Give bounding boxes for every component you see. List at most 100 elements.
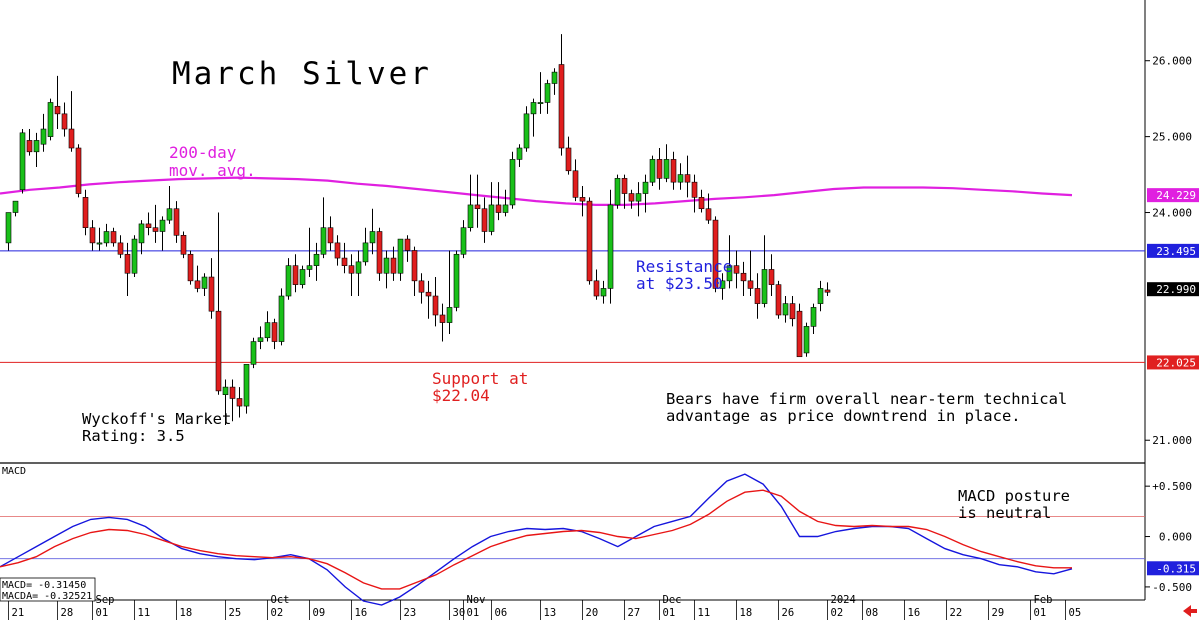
price-y-tick-label: 25.000 — [1152, 131, 1192, 144]
macda-line — [0, 489, 1072, 590]
candle — [530, 98, 537, 137]
candle — [586, 197, 593, 285]
candle-body — [670, 159, 677, 183]
macd-value-tag: -0.315 — [1147, 561, 1199, 576]
candle-body — [257, 337, 264, 342]
macd-comment: MACD posture is neutral — [958, 487, 1070, 522]
candle-body — [47, 102, 54, 137]
candle-body — [236, 398, 243, 407]
candle — [229, 379, 236, 422]
candle-body — [313, 253, 320, 266]
candle-body — [509, 159, 516, 206]
candle-body — [621, 178, 628, 194]
candle-body — [264, 322, 271, 339]
candle — [824, 282, 831, 297]
candle — [341, 242, 348, 274]
x-tick-label: 18 — [740, 607, 753, 619]
candle-body — [418, 280, 425, 293]
candle-body — [817, 288, 824, 304]
price-tag-label: 22.025 — [1156, 356, 1196, 369]
candle — [166, 185, 173, 224]
candle — [481, 197, 488, 243]
candle — [418, 273, 425, 304]
price-panel: 26.000 25.000 24.000 21.000 24.229 23.495 22.9… — [0, 34, 1199, 447]
candle-body — [691, 181, 698, 198]
candle — [117, 235, 124, 259]
candle-body — [425, 291, 432, 297]
macd-y-tick-label: +0.500 — [1152, 480, 1192, 493]
candle-body — [789, 303, 796, 320]
x-tick-label: 30 — [453, 607, 466, 619]
x-tick-label: 11 — [698, 607, 711, 619]
scroll-left-arrow-icon[interactable] — [1183, 605, 1197, 617]
candle-body — [110, 231, 117, 244]
macd-value-tag-box — [1147, 561, 1199, 576]
candle-body — [271, 322, 278, 342]
x-tick-label: 01 — [96, 607, 109, 619]
candle-body — [810, 307, 817, 327]
candle — [47, 98, 54, 141]
candle — [187, 250, 194, 285]
candle-body — [460, 227, 467, 255]
candle — [327, 216, 334, 251]
month-label: Nov — [467, 594, 486, 606]
candle — [124, 242, 131, 297]
candle — [404, 235, 411, 262]
candle — [278, 288, 285, 346]
candle — [299, 265, 306, 289]
candle-body — [516, 147, 523, 160]
x-tick-label: 05 — [1069, 607, 1082, 619]
candle — [635, 182, 642, 217]
candle-body — [635, 193, 642, 202]
candle — [579, 185, 586, 217]
price-y-tick-label: 21.000 — [1152, 434, 1192, 447]
candle-body — [229, 386, 236, 399]
candle-body — [194, 280, 201, 289]
candle — [362, 227, 369, 266]
candle — [26, 129, 33, 156]
candle — [810, 303, 817, 334]
price-tag: 22.025 — [1147, 355, 1199, 370]
candle-body — [551, 71, 558, 84]
x-tick-label: 16 — [908, 607, 921, 619]
macd-readout-macd: MACD= -0.31450 — [2, 580, 86, 591]
candle-body — [481, 208, 488, 232]
price-y-tick-label: 24.000 — [1152, 207, 1192, 220]
candle — [537, 72, 544, 114]
x-tick-label: 29 — [992, 607, 1005, 619]
ma200-line — [0, 176, 1073, 206]
candle — [61, 102, 68, 137]
candle — [474, 174, 481, 228]
candle — [243, 364, 250, 414]
candle — [96, 227, 103, 251]
candle-body — [348, 265, 355, 274]
candle — [215, 212, 222, 395]
candle — [194, 265, 201, 293]
candle-body — [663, 159, 670, 179]
candle-body — [488, 204, 495, 232]
candle-body — [397, 238, 404, 274]
x-tick-label: 02 — [831, 607, 844, 619]
candle-body — [432, 295, 439, 316]
candle — [551, 68, 558, 95]
candle — [754, 273, 761, 319]
candle-body — [684, 174, 691, 183]
month-label: 2024 — [831, 594, 856, 606]
candle-body — [649, 159, 656, 183]
candle-body — [201, 276, 208, 289]
x-tick-label: 08 — [866, 607, 879, 619]
candle-body — [530, 102, 537, 115]
price-tag: 23.495 — [1147, 243, 1199, 258]
candle-body — [642, 181, 649, 194]
candle-body — [152, 227, 159, 232]
candle-body — [600, 288, 607, 297]
candle-body — [68, 128, 75, 149]
candle — [68, 91, 75, 152]
candle-body — [537, 102, 544, 104]
macd-y-tick-label: -0.500 — [1152, 581, 1192, 594]
candle — [292, 254, 299, 293]
candle — [54, 75, 61, 130]
candle — [19, 129, 26, 194]
x-tick-label: 22 — [950, 607, 963, 619]
candle — [509, 151, 516, 209]
